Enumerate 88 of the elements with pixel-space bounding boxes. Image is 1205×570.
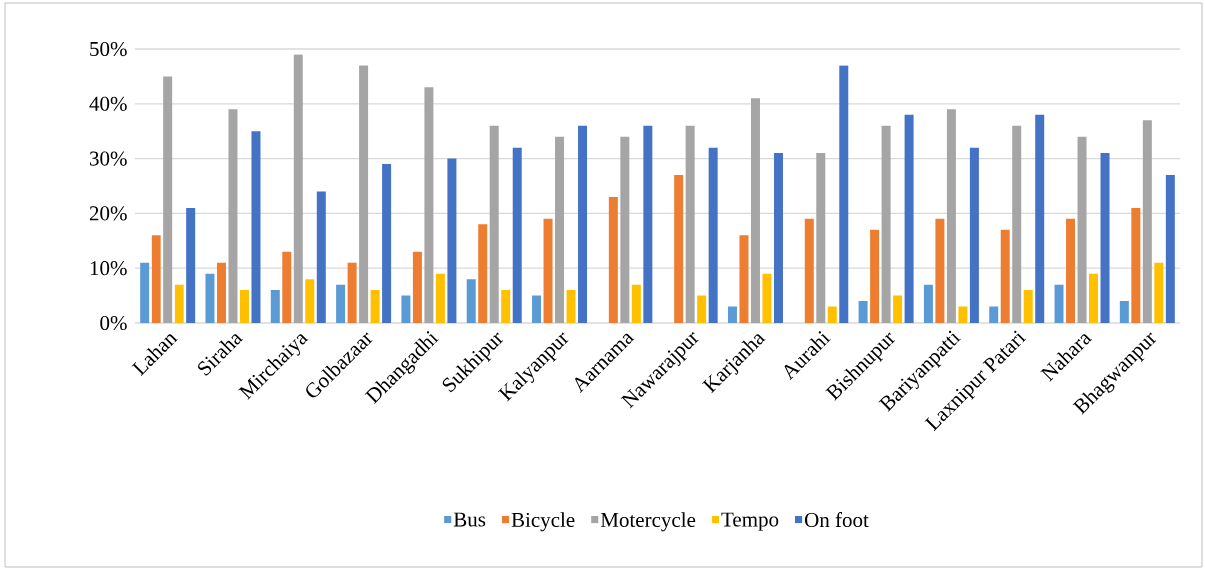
bar: [839, 65, 849, 323]
bar: [347, 262, 357, 323]
bar: [466, 279, 476, 323]
bar: [1131, 207, 1141, 323]
bar: [923, 284, 933, 323]
bar: [1154, 262, 1164, 323]
bar: [773, 153, 783, 323]
bar: [239, 290, 249, 323]
legend-label: On foot: [805, 512, 869, 528]
y-tick-label: 50%: [90, 41, 127, 57]
bar: [359, 65, 369, 323]
bar: [140, 262, 150, 323]
bar: [620, 136, 630, 323]
bar: [251, 131, 261, 323]
bar: [435, 273, 445, 323]
bar: [881, 125, 891, 323]
bar: [697, 295, 707, 323]
bar: [1054, 284, 1064, 323]
bar: [316, 191, 326, 323]
bar: [412, 251, 422, 323]
legend-label: Motercycle: [600, 512, 696, 532]
bar: [674, 175, 684, 323]
bar: [608, 196, 618, 323]
legend-label: Tempo: [721, 512, 779, 531]
bar: [305, 279, 315, 323]
bar: [501, 290, 511, 323]
bar: [1089, 273, 1099, 323]
bar: [893, 295, 903, 323]
bar: [424, 87, 434, 323]
bar: [401, 295, 411, 323]
bar: [216, 262, 226, 323]
bar: [969, 147, 979, 323]
bar: [946, 109, 956, 323]
bar: [1119, 301, 1129, 323]
bar: [739, 235, 749, 323]
bar: [578, 125, 588, 323]
bar: [989, 306, 999, 323]
bar: [1035, 114, 1045, 323]
bar: [512, 147, 522, 323]
bar: [370, 290, 380, 323]
bar: [827, 306, 837, 323]
bar: [935, 218, 945, 323]
bar: [762, 273, 772, 323]
bar: [685, 125, 695, 323]
bar: [1066, 218, 1076, 323]
bar: [282, 251, 292, 323]
bar: [205, 273, 215, 323]
bar: [489, 125, 499, 323]
legend-label: Bicycle: [511, 512, 575, 532]
bar: [804, 218, 814, 323]
bar: [270, 290, 280, 323]
bar: [858, 301, 868, 323]
bar: [1165, 175, 1175, 323]
bar: [904, 114, 914, 323]
bar: [532, 295, 542, 323]
bar: [816, 153, 826, 323]
bar: [293, 54, 303, 323]
y-tick-label: 0%: [100, 315, 127, 331]
bar: [870, 229, 880, 323]
bar: [174, 284, 184, 323]
bar: [447, 158, 457, 323]
bar: [750, 98, 760, 323]
bar: [163, 76, 173, 323]
bar: [186, 207, 196, 323]
bar: [543, 218, 553, 323]
bar: [151, 235, 161, 323]
bar: [727, 306, 737, 323]
bar: [1012, 125, 1022, 323]
bar: [1142, 120, 1152, 323]
bar: [1000, 229, 1010, 323]
bar: [555, 136, 565, 323]
y-tick-label: 40%: [89, 96, 127, 111]
bar: [643, 125, 653, 323]
bar: [336, 284, 346, 323]
bar: [478, 224, 488, 323]
bar: [228, 109, 238, 323]
bar: [1023, 290, 1033, 323]
bar: [382, 164, 392, 323]
bar: [566, 290, 576, 323]
legend-label: Bus: [453, 512, 486, 527]
bar: [958, 306, 968, 323]
y-tick-label: 20%: [89, 206, 127, 221]
y-tick-label: 30%: [89, 151, 127, 166]
bar: [631, 284, 641, 323]
bar: [1077, 136, 1087, 323]
bar: [1100, 153, 1110, 323]
bar: [708, 147, 718, 323]
y-tick-label: 10%: [90, 261, 127, 276]
